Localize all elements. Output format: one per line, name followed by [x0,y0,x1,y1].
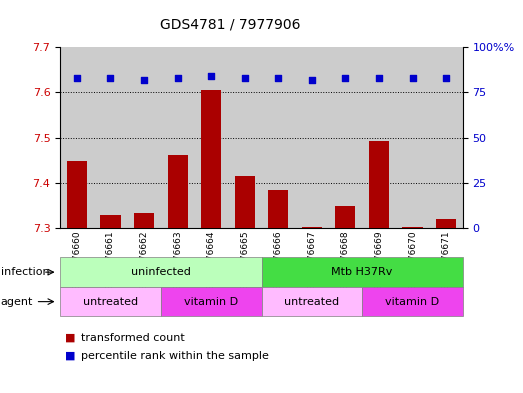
Bar [100,215,120,228]
Point [408,75,417,81]
Bar [60,47,94,228]
Text: untreated: untreated [285,297,339,307]
Bar [369,141,389,228]
Bar [328,47,362,228]
Bar [362,47,396,228]
Bar [436,219,456,228]
Bar [396,47,429,228]
Bar [167,155,188,228]
Text: uninfected: uninfected [131,267,191,277]
Text: transformed count: transformed count [81,333,185,343]
Text: untreated: untreated [83,297,138,307]
Point [375,75,383,81]
Text: ■: ■ [65,333,76,343]
Bar [127,47,161,228]
Bar [302,227,322,228]
Text: GDS4781 / 7977906: GDS4781 / 7977906 [160,18,300,32]
Bar [134,213,154,228]
Point [442,75,450,81]
Text: vitamin D: vitamin D [184,297,238,307]
Point [207,73,215,79]
Text: percentile rank within the sample: percentile rank within the sample [81,351,269,361]
Point [308,77,316,83]
Text: infection: infection [1,267,49,277]
Text: ■: ■ [65,351,76,361]
Bar [262,47,295,228]
Text: Mtb H37Rv: Mtb H37Rv [332,267,393,277]
Point [241,75,249,81]
Point [140,77,148,83]
Bar [161,47,195,228]
Bar [201,90,221,228]
Bar [235,176,255,228]
Bar [228,47,262,228]
Point [341,75,349,81]
Point [274,75,282,81]
Text: agent: agent [1,297,33,307]
Bar [403,227,423,228]
Bar [429,47,463,228]
Bar [195,47,228,228]
Bar [268,190,288,228]
Bar [295,47,328,228]
Text: vitamin D: vitamin D [385,297,439,307]
Bar [67,161,87,228]
Point [106,75,115,81]
Bar [335,206,356,228]
Point [174,75,182,81]
Point [73,75,81,81]
Bar [94,47,127,228]
